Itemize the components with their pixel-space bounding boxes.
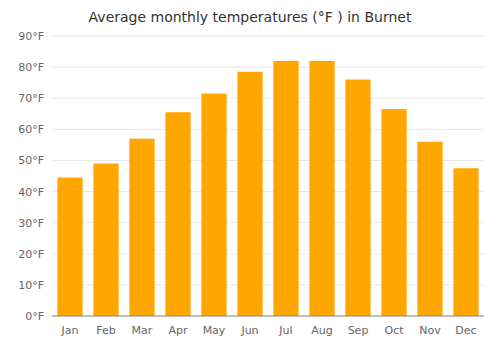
bar — [417, 142, 442, 316]
bar — [309, 61, 334, 316]
y-tick-label: 30°F — [18, 217, 44, 230]
x-axis: Jan Feb Mar Apr May Jun Jul Aug Sep Oct Nov Dec — [52, 316, 484, 337]
x-tick-label: Oct — [384, 324, 404, 337]
x-tick-label: Jan — [61, 324, 79, 337]
chart: Average monthly temperatures (°F ) in Bu… — [0, 0, 500, 350]
bar — [93, 164, 118, 316]
bar — [345, 80, 370, 316]
x-tick-label: Apr — [168, 324, 188, 337]
x-tick-label: Sep — [348, 324, 369, 337]
x-tick-label: Mar — [132, 324, 153, 337]
grid-line — [52, 129, 484, 130]
x-tick-label: Jun — [240, 324, 258, 337]
bar — [165, 112, 190, 316]
y-tick-label: 50°F — [18, 154, 44, 167]
y-tick-label: 90°F — [18, 30, 44, 43]
y-axis: 0°F 10°F 20°F 30°F 40°F 50°F 60°F 70°F 80°F 90°F — [18, 30, 484, 323]
x-tick-label: May — [203, 324, 226, 337]
y-tick-label: 60°F — [18, 123, 44, 136]
bars — [57, 61, 478, 316]
x-tick-label: Dec — [455, 324, 476, 337]
grid-line — [52, 98, 484, 99]
x-tick-label: Nov — [419, 324, 441, 337]
y-tick-label: 20°F — [18, 248, 44, 261]
grid-line — [52, 316, 484, 317]
y-tick-label: 40°F — [18, 186, 44, 199]
bar — [453, 168, 478, 316]
bar — [381, 109, 406, 316]
grid-line — [52, 36, 484, 37]
bar — [57, 178, 82, 316]
bar — [237, 72, 262, 316]
bar — [201, 94, 226, 316]
x-axis-line — [52, 316, 484, 317]
y-tick-label: 80°F — [18, 61, 44, 74]
y-tick-label: 10°F — [18, 279, 44, 292]
y-tick-label: 0°F — [25, 310, 44, 323]
bar — [129, 139, 154, 316]
bar — [273, 61, 298, 316]
x-tick-label: Aug — [311, 324, 332, 337]
grid-line — [52, 67, 484, 68]
chart-container: Average monthly temperatures (°F ) in Bu… — [0, 0, 500, 350]
title: Average monthly temperatures (°F ) in Bu… — [89, 9, 412, 25]
x-tick-label: Feb — [96, 324, 115, 337]
x-tick-label: Jul — [278, 324, 292, 337]
y-tick-label: 70°F — [18, 92, 44, 105]
